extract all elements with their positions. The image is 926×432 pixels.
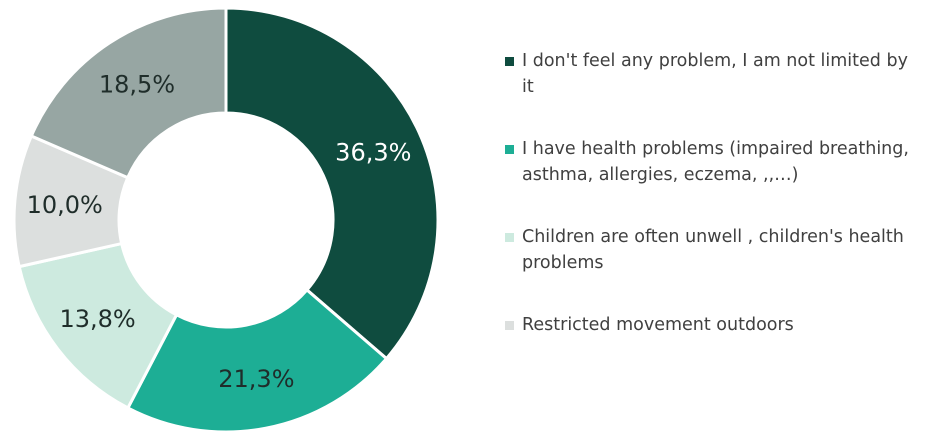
legend-swatch-0	[505, 57, 514, 66]
slice-data-label-3: 10,0%	[27, 191, 103, 219]
slice-data-label-0: 36,3%	[335, 139, 411, 167]
slice-data-label-1: 21,3%	[218, 365, 294, 393]
legend: I don't feel any problem, I am not limit…	[505, 48, 920, 374]
donut-slice-0	[224, 6, 440, 361]
slice-data-label-2: 13,8%	[59, 305, 135, 333]
legend-swatch-3	[505, 321, 514, 330]
legend-swatch-1	[505, 145, 514, 154]
legend-item-3: Restricted movement outdoors	[505, 312, 920, 338]
legend-label-0: I don't feel any problem, I am not limit…	[522, 51, 908, 97]
legend-label-1: I have health problems (impaired breathi…	[522, 139, 909, 185]
legend-label-3: Restricted movement outdoors	[522, 315, 794, 335]
donut-slice-1	[125, 287, 389, 432]
legend-item-1: I have health problems (impaired breathi…	[505, 136, 920, 188]
legend-label-2: Children are often unwell , children's h…	[522, 227, 904, 273]
slice-data-label-4: 18,5%	[99, 71, 175, 99]
donut-slice-2	[17, 241, 179, 410]
legend-item-2: Children are often unwell , children's h…	[505, 224, 920, 276]
donut-slice-4	[29, 6, 228, 180]
legend-item-0: I don't feel any problem, I am not limit…	[505, 48, 920, 100]
legend-swatch-2	[505, 233, 514, 242]
